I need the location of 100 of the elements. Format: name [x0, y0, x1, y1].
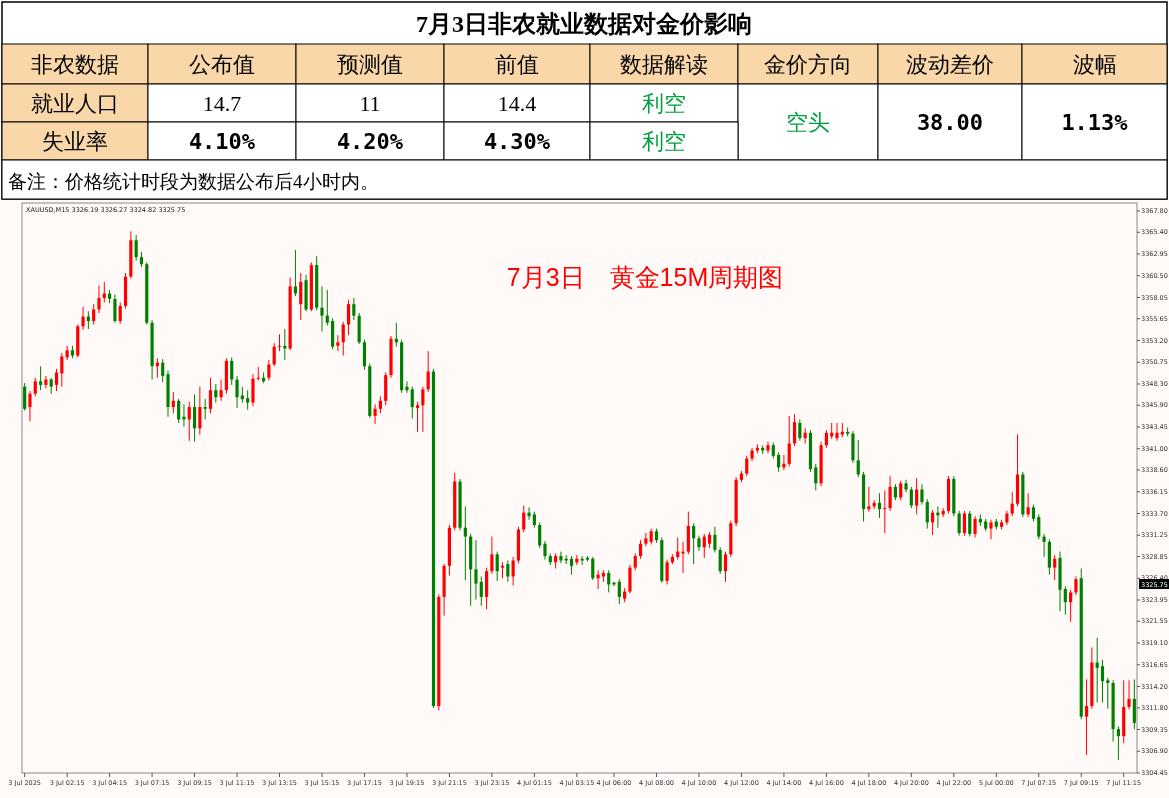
candlestick: [251, 373, 255, 407]
candlestick: [1084, 678, 1089, 756]
candlestick: [1132, 678, 1136, 730]
candlestick: [506, 560, 510, 583]
candlestick: [28, 390, 32, 422]
candlestick: [888, 475, 892, 512]
candlestick: [527, 506, 531, 521]
candlestick: [723, 551, 728, 583]
candlestick: [219, 379, 223, 402]
candlestick: [1042, 533, 1046, 558]
text: 波幅: [1072, 52, 1117, 77]
candlestick: [479, 575, 483, 607]
candlestick: [638, 539, 643, 560]
candlestick: [591, 556, 595, 581]
candlestick: [246, 389, 250, 411]
candlestick: [962, 510, 967, 537]
candlestick: [538, 521, 542, 549]
candlestick: [628, 564, 632, 594]
text: 1.13%: [1061, 110, 1129, 135]
candlestick: [1116, 725, 1121, 761]
candlestick: [33, 377, 37, 397]
candlestick: [293, 249, 298, 297]
candlestick: [718, 546, 722, 575]
candlestick: [1037, 513, 1041, 540]
candlestick: [490, 536, 494, 575]
candlestick: [1026, 492, 1030, 518]
candlestick: [346, 299, 351, 336]
text: 4.10%: [188, 129, 256, 154]
candlestick: [1074, 575, 1078, 596]
candlestick: [336, 334, 340, 352]
text: 4.30%: [483, 129, 551, 154]
candlestick: [792, 413, 797, 447]
candlestick: [798, 418, 802, 442]
candlestick: [362, 339, 367, 371]
candlestick: [899, 480, 903, 501]
candlestick: [161, 358, 165, 383]
candlestick: [187, 401, 191, 442]
candlestick: [665, 559, 669, 585]
candlestick: [596, 569, 600, 590]
candlestick: [415, 401, 420, 433]
candlestick: [957, 510, 961, 537]
text: 7月3日非农就业数据对金价影响: [416, 11, 752, 37]
candlestick: [113, 293, 117, 324]
text: 38.00: [916, 110, 984, 135]
candlestick: [915, 477, 919, 515]
candlestick: [814, 463, 818, 491]
candlestick: [267, 359, 271, 381]
candlestick: [745, 455, 749, 477]
candlestick: [1053, 554, 1057, 581]
text: 空头: [786, 110, 830, 135]
text: 4.20%: [336, 129, 404, 154]
text: 备注：价格统计时段为数据公布后4小时内。: [8, 171, 379, 192]
candlestick: [38, 365, 43, 391]
candlestick: [23, 382, 27, 412]
text: 就业人口: [31, 91, 119, 116]
text: 数据解读: [620, 52, 708, 77]
candlestick: [856, 439, 860, 478]
candlestick: [543, 540, 547, 561]
candlestick: [198, 386, 202, 436]
candlestick: [474, 539, 478, 601]
candlestick: [320, 285, 324, 333]
text: 预测值: [337, 52, 403, 77]
text: 7月3日 黄金15M周期图: [506, 263, 784, 291]
candlestick: [644, 532, 648, 547]
candlestick: [925, 498, 929, 530]
text: 利空: [642, 129, 686, 154]
text: 利空: [642, 91, 686, 116]
candlestick: [782, 454, 786, 471]
candlestick: [1063, 585, 1067, 616]
candlestick: [277, 333, 282, 352]
candlestick: [102, 281, 106, 303]
candlestick: [559, 551, 563, 564]
candlestick: [713, 526, 717, 554]
candlestick: [54, 368, 59, 392]
candlestick: [920, 483, 924, 506]
text: 波动差价: [906, 52, 994, 77]
candlestick: [134, 234, 138, 262]
candlestick: [867, 486, 871, 513]
candlestick: [352, 297, 356, 321]
candlestick: [81, 306, 85, 331]
text: 金价方向: [764, 52, 852, 77]
candlestick: [787, 415, 791, 467]
candlestick: [177, 398, 181, 424]
candlestick: [60, 352, 64, 388]
candlestick: [1100, 659, 1105, 703]
candlestick: [171, 391, 175, 414]
candlestick: [235, 375, 239, 409]
candlestick: [405, 380, 409, 394]
candlestick: [97, 285, 101, 314]
candlestick: [973, 515, 977, 538]
text: 14.7: [202, 91, 242, 116]
candlestick: [1127, 679, 1131, 711]
candlestick: [373, 403, 377, 425]
candlestick: [569, 555, 574, 576]
candlestick: [299, 272, 303, 321]
candlestick: [877, 492, 882, 519]
candlestick: [256, 366, 260, 381]
candlestick: [182, 403, 186, 428]
candlestick: [835, 422, 839, 442]
candlestick: [909, 486, 913, 509]
